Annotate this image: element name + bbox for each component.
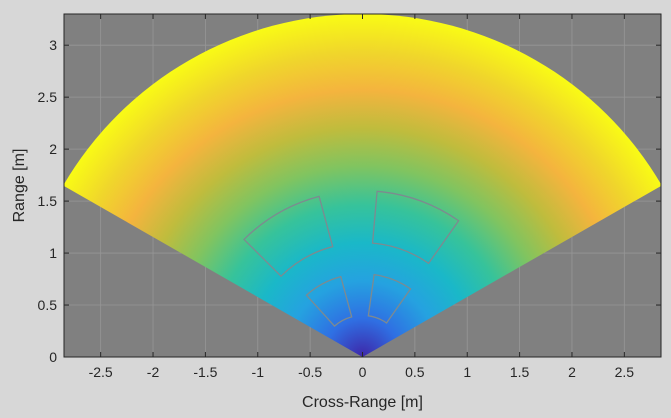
target-region-3: [367, 273, 412, 324]
x-tick-label: 1.5: [510, 364, 530, 380]
axis-ticks: -2.5 -2 -1.5 -1 -0.5 0 0.5 1 1.5 2 2.5 0 0.5 1 1.5 2 2.5…: [38, 14, 661, 380]
x-axis-label: Cross-Range [m]: [302, 394, 423, 411]
x-tick-label: -1: [252, 364, 265, 380]
x-tick-label: 0.5: [405, 364, 425, 380]
y-tick-label: 1: [49, 245, 57, 261]
y-tick-label: 2.5: [38, 89, 58, 105]
y-tick-label: 0: [49, 349, 57, 365]
target-regions: [243, 190, 460, 328]
y-tick-label: 0.5: [38, 297, 58, 313]
x-tick-label: -2.5: [89, 364, 113, 380]
y-axis-label: Range [m]: [11, 149, 28, 223]
x-tick-label: 2: [568, 364, 576, 380]
x-tick-label: 0: [359, 364, 367, 380]
x-tick-label: -0.5: [298, 364, 322, 380]
target-region-1: [371, 190, 460, 265]
y-tick-label: 3: [49, 37, 57, 53]
target-region-0: [243, 195, 334, 278]
y-tick-label: 1.5: [38, 193, 58, 209]
range-sector-heatmap: [64, 14, 661, 357]
target-region-2: [305, 275, 353, 328]
y-tick-label: 2: [49, 141, 57, 157]
x-tick-label: -1.5: [193, 364, 217, 380]
x-tick-label: 1: [463, 364, 471, 380]
x-tick-label: 2.5: [615, 364, 635, 380]
x-tick-label: -2: [147, 364, 160, 380]
